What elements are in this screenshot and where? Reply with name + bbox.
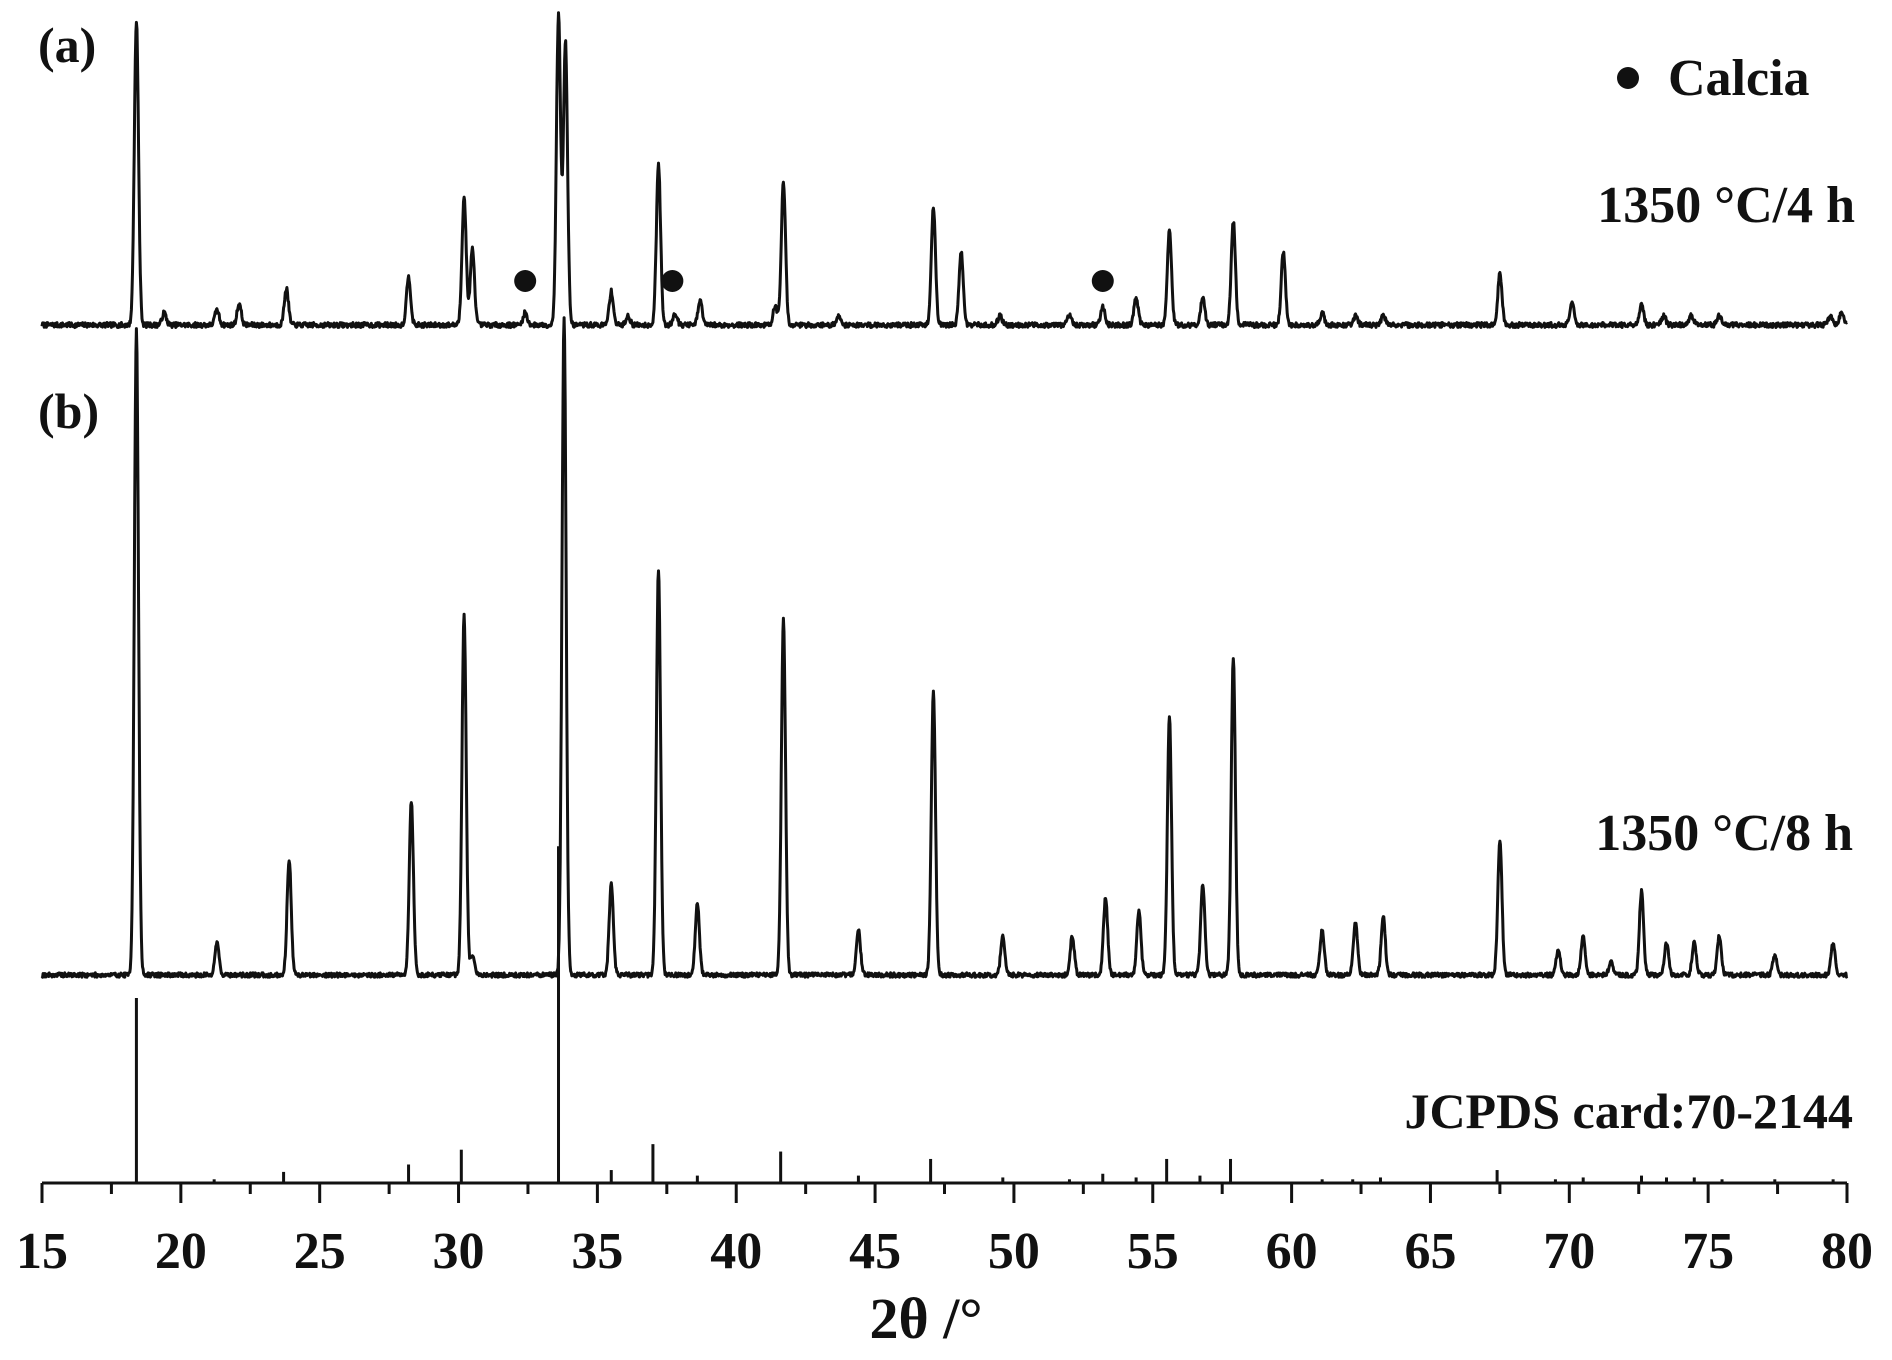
legend-marker-calcia xyxy=(1617,67,1639,89)
x-tick-label: 40 xyxy=(710,1223,762,1280)
series-label-b: 1350 °C/8 h xyxy=(1595,805,1853,862)
calcia-marker xyxy=(1091,270,1114,292)
x-tick-label: 60 xyxy=(1266,1223,1318,1280)
x-tick-label: 50 xyxy=(988,1223,1040,1280)
diffraction-traces xyxy=(40,11,1849,979)
trace-a xyxy=(40,11,1848,329)
x-tick-label: 75 xyxy=(1682,1223,1734,1280)
x-tick-label: 70 xyxy=(1543,1223,1595,1280)
legend-label-calcia: Calcia xyxy=(1668,50,1810,107)
x-tick-label: 20 xyxy=(155,1223,207,1280)
x-tick-label: 45 xyxy=(849,1223,901,1280)
calcia-markers xyxy=(514,270,1114,292)
panel-label-a: (a) xyxy=(38,17,96,73)
calcia-marker xyxy=(661,270,684,292)
trace-b xyxy=(40,316,1849,979)
calcia-marker xyxy=(514,270,537,292)
x-tick-label: 15 xyxy=(16,1223,68,1280)
x-tick-label: 55 xyxy=(1127,1223,1179,1280)
x-tick-label: 65 xyxy=(1404,1223,1456,1280)
reference-label: JCPDS card:70-2144 xyxy=(1404,1083,1853,1139)
x-axis: 15 20 25 30 35 40 45 50 55 60 65 70 75 80 xyxy=(16,1181,1873,1280)
panel-label-b: (b) xyxy=(38,383,99,439)
legend: Calcia xyxy=(1617,50,1810,107)
series-label-a: 1350 °C/4 h xyxy=(1597,177,1855,234)
x-tick-label: 30 xyxy=(433,1223,485,1280)
x-axis-title: 2θ /° xyxy=(869,1286,982,1351)
reference-pattern xyxy=(134,846,1835,1183)
x-tick-label: 35 xyxy=(571,1223,623,1280)
x-tick-label: 80 xyxy=(1821,1223,1873,1280)
x-tick-label: 25 xyxy=(294,1223,346,1280)
